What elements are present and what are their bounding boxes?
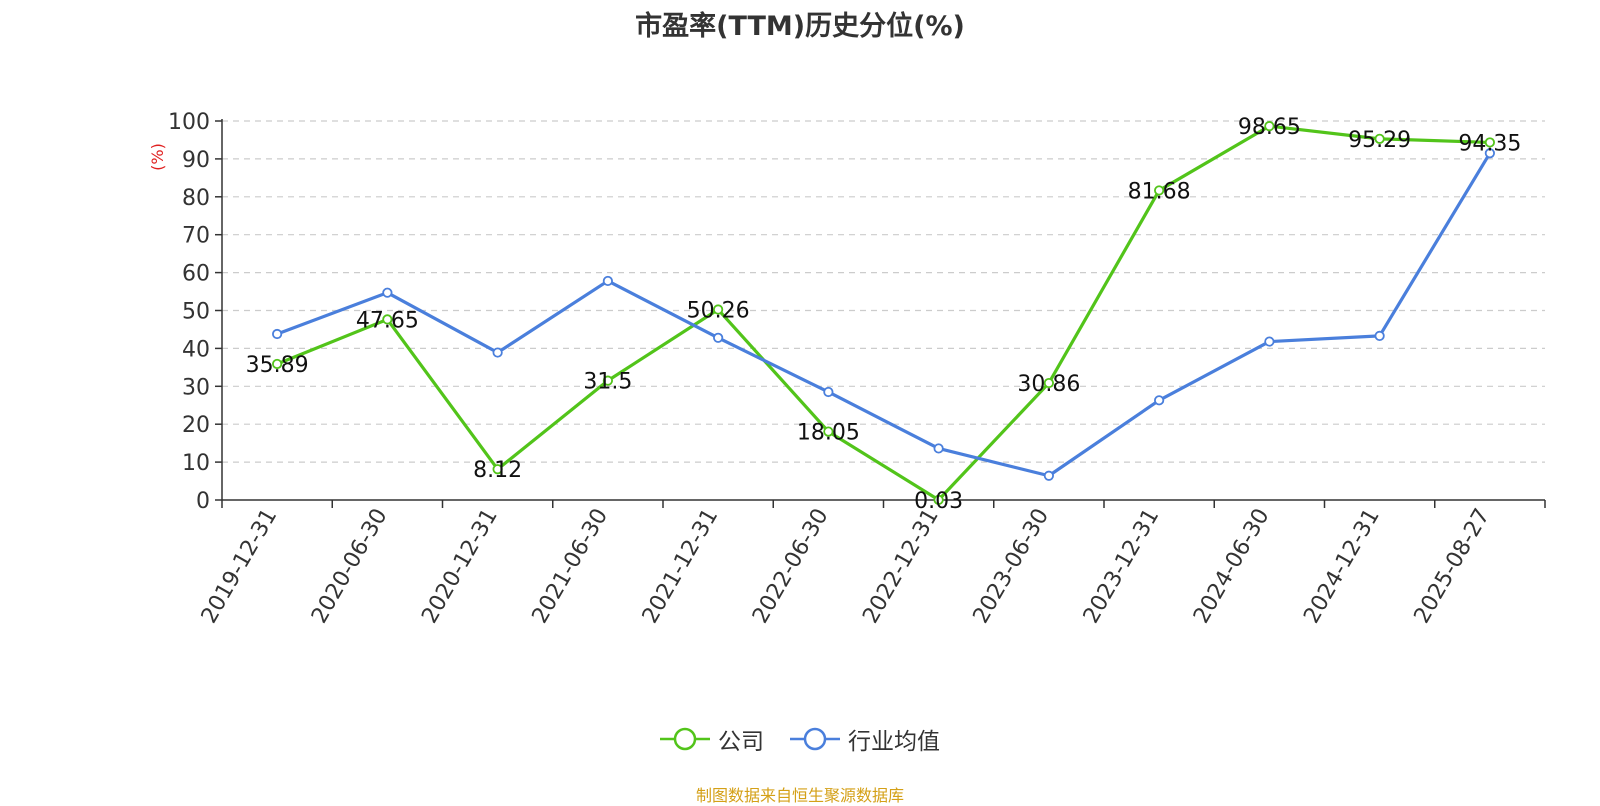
data-point xyxy=(933,443,944,454)
y-tick-label: 80 xyxy=(182,186,210,211)
series-line-0 xyxy=(276,124,1490,502)
legend-label: 行业均值 xyxy=(848,729,940,755)
legend-item-1[interactable]: 行业均值 xyxy=(790,722,940,756)
x-tick-label: 2020-12-31 xyxy=(417,505,503,628)
data-point xyxy=(602,275,613,287)
x-tick-label: 2021-06-30 xyxy=(527,505,613,628)
data-point xyxy=(492,347,503,358)
data-point xyxy=(823,386,834,398)
data-label: 8.12 xyxy=(473,458,522,483)
x-tick-label: 2024-06-30 xyxy=(1189,505,1275,628)
y-tick-label: 100 xyxy=(168,110,210,135)
x-tick-label: 2023-06-30 xyxy=(968,505,1054,628)
data-point xyxy=(1484,148,1495,159)
data-labels: 35.89 47.65 8.12 31.5 50.26 18.05 0.03 30.86 81.… xyxy=(246,115,1522,514)
data-label: 31.5 xyxy=(583,370,632,395)
y-tick-label: 60 xyxy=(182,262,210,287)
x-tick-label: 2022-06-30 xyxy=(748,505,834,628)
data-point xyxy=(602,375,613,386)
data-point xyxy=(382,287,393,298)
data-label: 30.86 xyxy=(1017,372,1080,397)
axes: 0 10 20 30 40 50 60 70 80 90 100(%) 2019-12-31 2020-… xyxy=(148,110,1546,628)
legend-label: 公司 xyxy=(718,729,764,755)
data-label: 35.89 xyxy=(246,353,309,378)
data-point xyxy=(823,426,834,437)
y-tick-label: 10 xyxy=(182,451,210,476)
legend-marker-icon xyxy=(790,727,840,751)
y-tick-label: 90 xyxy=(182,148,210,173)
y-axis-label: (%) xyxy=(148,143,167,171)
y-tick-label: 0 xyxy=(196,489,210,514)
data-label: 47.65 xyxy=(356,308,419,333)
x-tick-label: 2024-12-31 xyxy=(1299,505,1385,628)
y-tick-label: 20 xyxy=(182,413,210,438)
data-point xyxy=(1484,137,1495,148)
x-tick-label: 2025-08-27 xyxy=(1409,505,1495,628)
data-point xyxy=(272,358,283,370)
legend-item-0[interactable]: 公司 xyxy=(660,722,764,756)
data-point xyxy=(933,494,944,505)
y-tick-label: 30 xyxy=(182,375,210,400)
y-tick-label: 40 xyxy=(182,337,210,362)
chart-title: 市盈率(TTM)历史分位(%) xyxy=(635,11,965,42)
data-point xyxy=(713,332,724,343)
data-point xyxy=(272,328,283,340)
data-point xyxy=(1043,470,1054,481)
x-tick-label: 2022-12-31 xyxy=(858,505,944,628)
data-label: 95.29 xyxy=(1348,128,1411,153)
legend: 公司 行业均值 xyxy=(0,722,1600,756)
data-point xyxy=(492,464,503,475)
data-label: 18.05 xyxy=(797,421,860,446)
legend-marker-icon xyxy=(660,727,710,751)
data-point xyxy=(1154,185,1165,196)
data-point xyxy=(1374,133,1385,144)
x-tick-label: 2023-12-31 xyxy=(1079,505,1165,628)
data-point xyxy=(1264,121,1275,132)
data-point xyxy=(713,304,724,315)
y-tick-label: 70 xyxy=(182,224,210,249)
x-tick-label: 2021-12-31 xyxy=(638,505,724,628)
data-point xyxy=(1374,330,1385,341)
series-line-1 xyxy=(276,152,1492,478)
data-point xyxy=(1043,377,1054,389)
data-label: 81.68 xyxy=(1128,179,1191,204)
data-label: 98.65 xyxy=(1238,115,1301,140)
grid-lines xyxy=(222,120,1545,463)
data-point xyxy=(382,314,393,325)
data-label: 50.26 xyxy=(687,299,750,324)
y-tick-label: 50 xyxy=(182,300,210,325)
x-tick-label: 2020-06-30 xyxy=(307,505,393,628)
source-footer: 制图数据来自恒生聚源数据库 xyxy=(695,786,904,805)
data-label: 0.03 xyxy=(914,489,963,514)
data-label: 94.35 xyxy=(1458,131,1521,156)
series xyxy=(272,121,1495,505)
data-point xyxy=(1264,336,1275,347)
x-tick-label: 2019-12-31 xyxy=(197,505,283,628)
data-point xyxy=(1154,395,1165,406)
